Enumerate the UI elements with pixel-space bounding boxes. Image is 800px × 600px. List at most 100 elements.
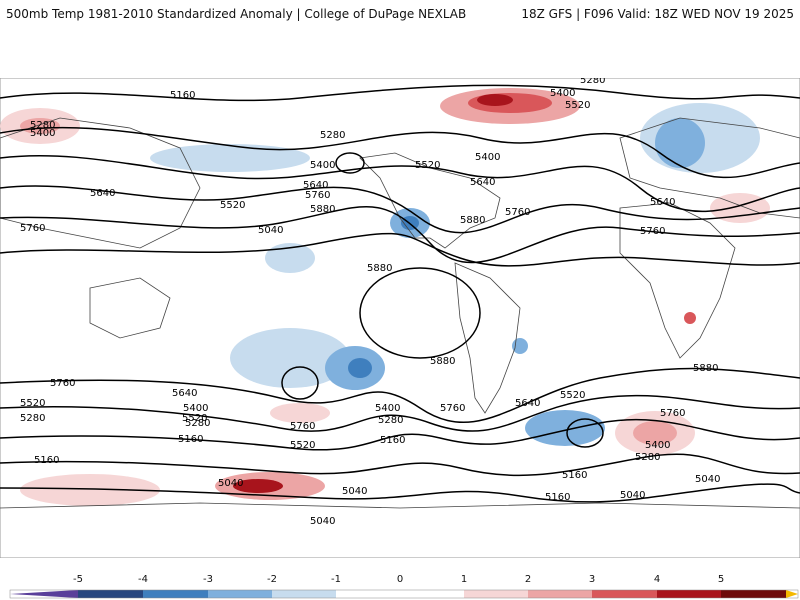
- contour-label: 5760: [50, 378, 75, 389]
- anomaly-negative: [150, 144, 310, 172]
- colorbar-swatch: [592, 590, 657, 598]
- anomaly-negative: [230, 328, 350, 388]
- contour-label: 5520: [220, 200, 245, 211]
- model-run-info: 18Z GFS | F096 Valid: 18Z WED NOV 19 202…: [521, 7, 794, 21]
- colorbar-ticks: -5 -4 -3 -2 -1 0 1 2 3 4 5: [73, 574, 724, 585]
- contour-label: 5160: [170, 90, 195, 101]
- colorbar-swatch: [208, 590, 272, 598]
- anomaly-positive: [684, 312, 696, 324]
- contour-labels: 5160 5280 5280 5280 5400 5400 5400 5400 …: [20, 78, 720, 527]
- contour-label: 5280: [185, 418, 210, 429]
- contour-label: 5400: [30, 128, 55, 139]
- contour-label: 5400: [645, 440, 670, 451]
- colorbar-tick: -4: [138, 574, 148, 585]
- contour-line: [0, 126, 800, 179]
- contour-label: 5160: [178, 434, 203, 445]
- contour-label: 5400: [183, 403, 208, 414]
- contour-label: 5520: [290, 440, 315, 451]
- contour-closed-high: [359, 267, 481, 359]
- contour-label: 5040: [620, 490, 645, 501]
- contour-line: [0, 185, 800, 234]
- contour-label: 5760: [440, 403, 465, 414]
- contour-label: 5520: [560, 390, 585, 401]
- coastline-asia: [0, 117, 201, 249]
- contour-label: 5400: [310, 160, 335, 171]
- colorbar-tick: 3: [589, 574, 595, 585]
- coastline-africa: [619, 202, 736, 359]
- colorbar-swatches: [9, 589, 799, 599]
- contour-line: [0, 418, 800, 451]
- contour-label: 5400: [475, 152, 500, 163]
- contour-label: 5400: [550, 88, 575, 99]
- coastline-antarctica: [0, 502, 800, 509]
- contour-label: 5280: [320, 130, 345, 141]
- contour-line: [0, 483, 800, 503]
- contour-label: 5640: [470, 177, 495, 188]
- contour-label: 5280: [635, 452, 660, 463]
- anomaly-negative: [512, 338, 528, 354]
- contour-label: 5280: [30, 120, 55, 131]
- contour-label: 5880: [460, 215, 485, 226]
- contour-label: 5520: [20, 398, 45, 409]
- contour-label: 5160: [380, 435, 405, 446]
- colorbar-cap-high: [786, 590, 798, 598]
- contour-closed-high: [281, 366, 319, 400]
- contour-label: 5400: [375, 403, 400, 414]
- contour-line: [0, 394, 800, 432]
- contour-label: 5880: [310, 204, 335, 215]
- anomaly-negative: [265, 243, 315, 273]
- contour-label: 5760: [505, 207, 530, 218]
- coastlines: [0, 117, 800, 509]
- contour-label: 5760: [660, 408, 685, 419]
- colorbar-border: [9, 589, 799, 599]
- colorbar-tick: 2: [525, 574, 531, 585]
- colorbar-tick: 5: [718, 574, 724, 585]
- contour-line: [0, 84, 800, 102]
- colorbar-tick: 0: [397, 574, 403, 585]
- contour-label: 5040: [342, 486, 367, 497]
- colorbar-swatch: [336, 590, 464, 598]
- anomaly-positive: [20, 474, 160, 506]
- contour-label: 5640: [650, 197, 675, 208]
- contour-label: 5760: [20, 223, 45, 234]
- colorbar-tick: 4: [654, 574, 660, 585]
- contour-label: 5640: [515, 398, 540, 409]
- contour-line: [0, 453, 800, 477]
- contour-label: 5760: [305, 190, 330, 201]
- colorbar-tick: -5: [73, 574, 83, 585]
- coastline-europe: [619, 117, 800, 219]
- contour-label: 5160: [562, 470, 587, 481]
- anomaly-positive: [233, 479, 283, 493]
- contour-label: 5520: [415, 160, 440, 171]
- anomaly-positive: [270, 403, 330, 423]
- colorbar-cap-low: [10, 590, 78, 598]
- contour-label: 5520: [565, 100, 590, 111]
- contour-label: 5640: [90, 188, 115, 199]
- contour-label: 5280: [378, 415, 403, 426]
- height-contours: [0, 84, 800, 503]
- colorbar-swatch: [78, 590, 143, 598]
- colorbar-tick: 1: [461, 574, 467, 585]
- contour-label: 5760: [290, 421, 315, 432]
- colorbar-swatch: [657, 590, 721, 598]
- contour-label: 5880: [430, 356, 455, 367]
- anomaly-negative: [525, 410, 605, 446]
- colorbar-swatch: [464, 590, 528, 598]
- coastline-south-america: [454, 262, 521, 414]
- header: 500mb Temp 1981-2010 Standardized Anomal…: [0, 0, 800, 30]
- contour-label: 5040: [258, 225, 283, 236]
- contour-line: [0, 206, 800, 264]
- anomaly-negative: [655, 118, 705, 168]
- colorbar-swatch: [272, 590, 336, 598]
- anomaly-negative: [348, 358, 372, 378]
- contour-line: [0, 154, 800, 213]
- contour-line: [0, 232, 800, 267]
- map-canvas: 5160 5280 5280 5280 5400 5400 5400 5400 …: [0, 78, 800, 558]
- colorbar-tick: -3: [203, 574, 213, 585]
- contour-label: 5160: [34, 455, 59, 466]
- coastline-australia: [89, 277, 171, 339]
- anomaly-positive: [633, 421, 677, 445]
- contour-label: 5760: [640, 226, 665, 237]
- colorbar-swatch: [721, 590, 786, 598]
- contour-label: 5640: [172, 388, 197, 399]
